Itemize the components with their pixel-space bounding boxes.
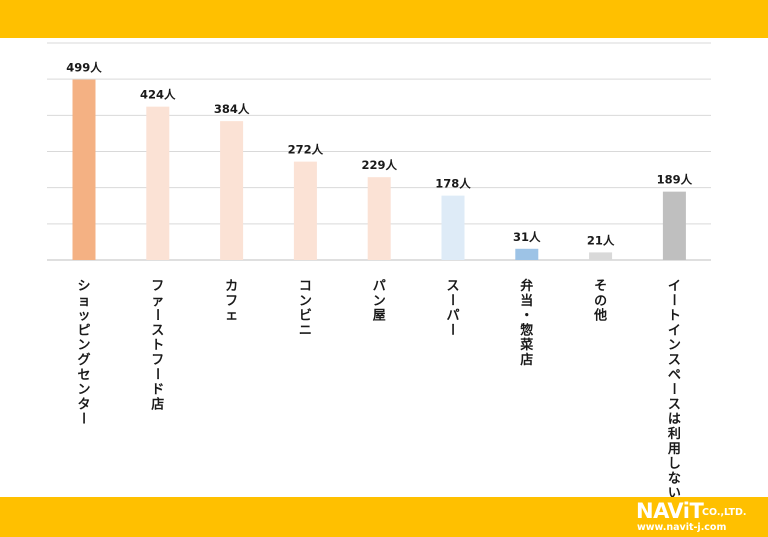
category-label-char: パ — [446, 309, 459, 324]
value-label: 31人 — [513, 230, 541, 244]
category-label-char: し — [668, 457, 681, 472]
category-labels: ショッピングセンターファーストフード店カフェコンビニパン屋スーパー弁当・惣菜店そ… — [75, 278, 681, 501]
value-label: 21人 — [587, 233, 615, 247]
category-label-char: ー — [444, 293, 459, 306]
logo-wordmark: NAViT — [636, 499, 704, 523]
value-label: 229人 — [361, 158, 397, 172]
bar — [220, 121, 244, 261]
category-label: 弁当・惣菜店 — [519, 278, 533, 368]
category-label-char: ス — [446, 279, 459, 294]
bar — [367, 177, 391, 260]
navit-logo: NAViT CO.,LTD. www.navit-j.com — [636, 500, 764, 534]
category-label-char: ・ — [520, 309, 533, 324]
category-label-char: ー — [75, 412, 90, 425]
category-label-char: 店 — [151, 396, 164, 412]
category-label-char: 用 — [667, 442, 681, 457]
category-label: カフェ — [225, 279, 238, 324]
bar — [515, 248, 539, 260]
category-label-char: の — [594, 294, 607, 309]
category-label-char: ン — [668, 338, 681, 353]
category-label-char: ー — [665, 382, 680, 395]
value-label: 189人 — [657, 173, 693, 187]
category-label-char: ン — [373, 294, 386, 309]
category-label-char: ニ — [299, 323, 312, 338]
category-label-char: ペ — [668, 368, 681, 383]
bar — [662, 191, 686, 260]
category-label-char: パ — [373, 279, 386, 294]
category-label-char: タ — [77, 397, 90, 412]
top-header-band — [0, 0, 768, 38]
category-label-char: イ — [668, 323, 681, 338]
category-label-char: ン — [299, 294, 312, 309]
category-label-char: フ — [225, 294, 238, 309]
category-label-char: 当 — [520, 293, 533, 309]
category-label-char: ー — [149, 367, 164, 380]
category-label-char: ェ — [225, 309, 238, 324]
category-label-char: フ — [151, 353, 164, 368]
category-label: パン屋 — [373, 279, 386, 324]
category-label-char: ス — [668, 353, 681, 368]
category-label-char: ト — [668, 309, 681, 324]
value-label: 424人 — [140, 88, 176, 102]
value-label: 272人 — [288, 143, 324, 157]
category-label-char: ッ — [77, 309, 90, 324]
category-label-char: 利 — [668, 426, 681, 442]
category-label: その他 — [593, 279, 607, 324]
bar — [146, 106, 170, 260]
category-label-char: そ — [594, 279, 607, 294]
category-label-char: ス — [668, 397, 681, 412]
category-label-char: ス — [151, 323, 164, 338]
category-label-char: ー — [149, 308, 164, 321]
category-label-char: ビ — [299, 308, 312, 324]
category-label-char: コ — [299, 279, 312, 294]
value-label: 499人 — [66, 61, 102, 75]
category-label-char: ー — [444, 323, 459, 336]
category-label-char: ピ — [77, 323, 90, 338]
category-label-char: シ — [77, 279, 90, 294]
category-label-char: 弁 — [520, 278, 533, 294]
bars — [72, 79, 686, 261]
category-label-char: ト — [151, 338, 164, 353]
category-label-char: は — [668, 412, 681, 427]
logo-company-suffix: CO.,LTD. — [702, 507, 747, 518]
category-label-char: ド — [151, 383, 164, 398]
bottom-footer-band — [0, 497, 768, 537]
category-label-char: 屋 — [373, 309, 386, 324]
category-label-char: 店 — [520, 352, 533, 368]
logo-url: www.navit-j.com — [637, 522, 727, 533]
category-label-char: ー — [665, 293, 680, 306]
value-label: 178人 — [435, 177, 471, 191]
category-label-char: イ — [668, 279, 681, 294]
category-label-char: 他 — [593, 308, 607, 324]
category-label-char: フ — [151, 279, 164, 294]
category-label-char: ン — [77, 383, 90, 398]
category-label-char: グ — [77, 352, 90, 368]
category-label-char: 菜 — [519, 337, 533, 353]
value-labels: 499人 424人 384人 272人 229人 178人 31人 21人 189人 — [66, 61, 692, 248]
value-label: 384人 — [214, 102, 250, 116]
bar — [293, 161, 317, 260]
category-label-char: な — [668, 471, 681, 486]
category-label-char: 惣 — [520, 322, 533, 338]
bar — [441, 195, 465, 260]
category-label-char: ァ — [151, 294, 164, 309]
bar — [72, 79, 96, 260]
category-label-char: ョ — [77, 294, 90, 309]
category-label-char: ン — [77, 338, 90, 353]
category-label-char: セ — [77, 368, 90, 383]
category-label-char: カ — [225, 279, 238, 294]
bar — [589, 252, 613, 260]
